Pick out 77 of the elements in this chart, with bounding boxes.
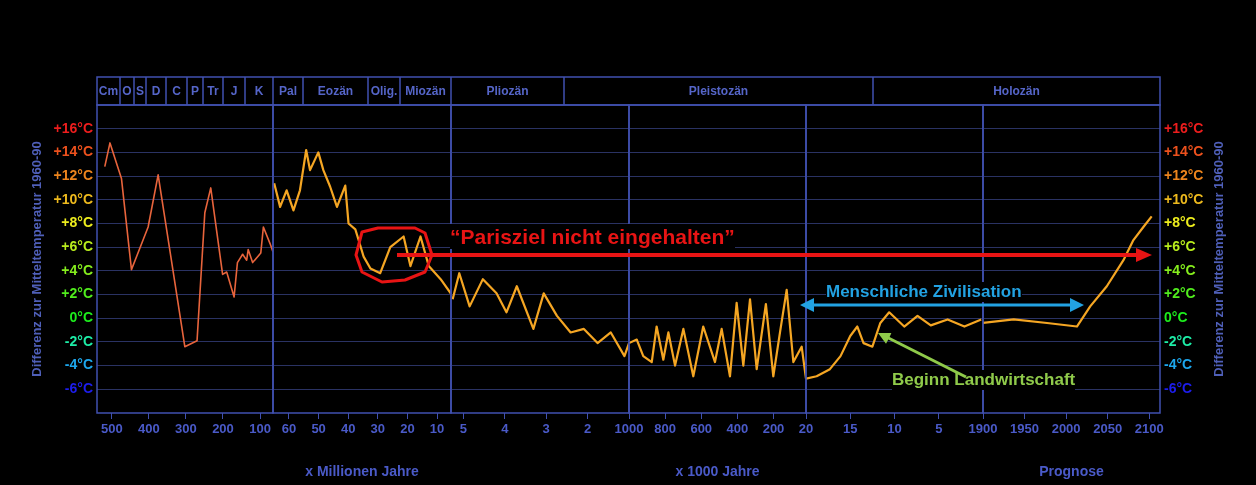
text: K xyxy=(254,84,264,98)
x-tick-label: 600 xyxy=(690,421,713,437)
annotation: “Parisziel nicht eingehalten” xyxy=(450,224,735,250)
y2-tick-label: +4°C xyxy=(1164,261,1196,278)
x-axis-title: x 1000 Jahre xyxy=(675,463,760,480)
x-axis-title: Prognose xyxy=(1039,463,1104,480)
x-tick-label: 1950 xyxy=(1010,421,1040,437)
y2-tick-label: +14°C xyxy=(1164,143,1204,160)
y-tick-label: -2°C xyxy=(64,332,93,349)
text: O xyxy=(122,84,132,98)
y2-tick-label: +2°C xyxy=(1164,285,1196,302)
x-tick-label: 2 xyxy=(583,421,592,437)
y2-axis-title: Differenz zur Mitteltemperatur 1960-90 xyxy=(1210,141,1226,377)
x-axis-title: x Millionen Jahre xyxy=(305,463,419,480)
x-tick-label: 10 xyxy=(429,421,445,437)
x-tick-label: 3 xyxy=(542,421,550,437)
y2-tick-label: +10°C xyxy=(1164,190,1204,207)
y-tick-label: +2°C xyxy=(61,285,93,302)
x-tick-label: 2000 xyxy=(1051,421,1081,437)
x-tick-label: 5 xyxy=(459,421,468,437)
x-tick-label: 800 xyxy=(654,421,676,437)
y2-tick-label: +12°C xyxy=(1164,166,1204,183)
y-tick-label: +6°C xyxy=(61,238,93,255)
x-tick-label: 400 xyxy=(138,421,160,437)
text: C xyxy=(172,84,181,98)
annotation: Menschliche Zivilisation xyxy=(826,282,1022,303)
y2-tick-label: +6°C xyxy=(1164,238,1196,255)
text: S xyxy=(135,84,145,98)
x-tick-label: 1000 xyxy=(614,421,644,437)
x-tick-label: 4 xyxy=(501,421,510,437)
y-tick-label: +10°C xyxy=(53,190,93,207)
x-tick-label: 2050 xyxy=(1093,421,1123,437)
text: Pliozän xyxy=(486,84,529,98)
x-tick-label: 60 xyxy=(281,421,297,437)
text: Eozän xyxy=(317,84,354,98)
y-tick-label: +8°C xyxy=(61,214,93,231)
x-tick-label: 20 xyxy=(400,421,415,437)
text: D xyxy=(151,84,161,98)
y2-tick-label: -4°C xyxy=(1164,356,1193,373)
x-tick-label: 5 xyxy=(935,421,943,437)
x-tick-label: 200 xyxy=(762,421,785,437)
x-tick-label: 20 xyxy=(798,421,814,437)
x-tick-label: 10 xyxy=(887,421,902,437)
y-tick-label: -4°C xyxy=(64,356,93,373)
y-tick-label: 0°C xyxy=(69,309,93,326)
y-tick-label: -6°C xyxy=(64,380,93,397)
x-tick-label: 500 xyxy=(100,421,123,437)
x-tick-label: 100 xyxy=(249,421,271,437)
annotation: Beginn Landwirtschaft xyxy=(892,370,1076,391)
x-tick-label: 1900 xyxy=(968,421,998,437)
y2-tick-label: 0°C xyxy=(1164,309,1188,326)
text: Cm xyxy=(98,84,119,98)
y2-tick-label: +8°C xyxy=(1164,214,1196,231)
y2-tick-label: -6°C xyxy=(1164,380,1193,397)
y-tick-label: +12°C xyxy=(53,166,93,183)
x-tick-label: 200 xyxy=(212,421,234,437)
x-tick-label: 2100 xyxy=(1134,421,1164,437)
text: Pal xyxy=(278,84,298,98)
text: Holozän xyxy=(993,84,1040,98)
x-tick-label: 40 xyxy=(340,421,356,437)
y-tick-label: +14°C xyxy=(53,143,93,160)
text: P xyxy=(190,84,200,98)
y2-tick-label: -2°C xyxy=(1164,332,1193,349)
x-tick-label: 30 xyxy=(370,421,386,437)
x-tick-label: 300 xyxy=(175,421,197,437)
text: Tr xyxy=(207,84,219,98)
text: Olig. xyxy=(370,84,398,98)
y-tick-label: +16°C xyxy=(53,119,93,136)
text: J xyxy=(230,84,238,98)
x-tick-label: 15 xyxy=(843,421,858,437)
x-tick-label: 50 xyxy=(311,421,326,437)
y-axis-title: Differenz zur Mitteltemperatur 1960-90 xyxy=(28,141,44,377)
text: Pleistozän xyxy=(688,84,749,98)
x-tick-label: 400 xyxy=(726,421,749,437)
y2-tick-label: +16°C xyxy=(1164,119,1204,136)
y-tick-label: +4°C xyxy=(61,261,93,278)
text: Miozän xyxy=(405,84,446,98)
